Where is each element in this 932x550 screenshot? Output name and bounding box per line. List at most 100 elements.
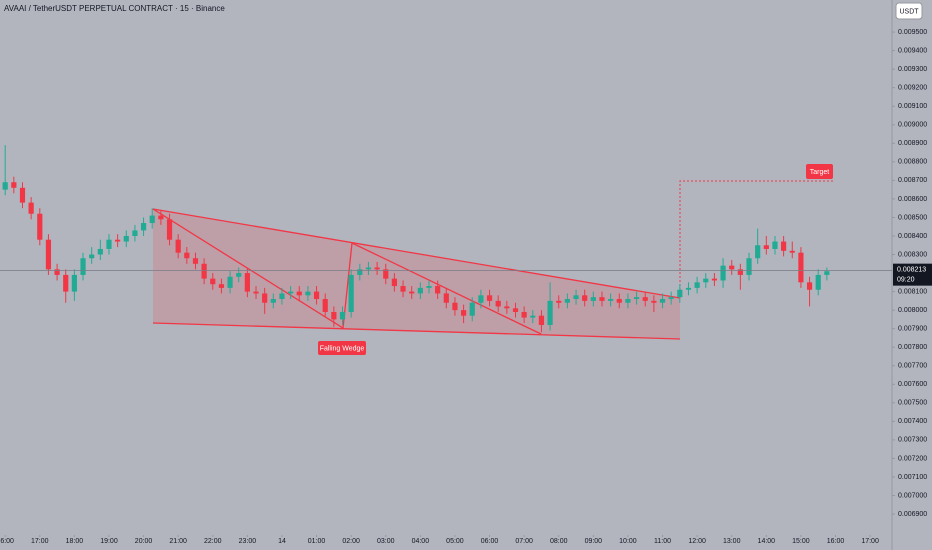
candle-body bbox=[210, 278, 216, 285]
x-tick-label: 22:00 bbox=[204, 538, 222, 545]
candles bbox=[2, 145, 830, 333]
candle-body bbox=[815, 274, 821, 290]
candle-body bbox=[400, 286, 406, 292]
candle-body bbox=[253, 291, 259, 294]
candle-body bbox=[478, 295, 484, 303]
currency-button[interactable] bbox=[895, 2, 923, 20]
candle-body bbox=[115, 239, 121, 242]
candle-body bbox=[642, 297, 648, 301]
candle-body bbox=[659, 299, 666, 303]
candle-body bbox=[789, 250, 795, 253]
candle-body bbox=[409, 291, 415, 294]
x-tick-label: 13:00 bbox=[723, 538, 741, 545]
chart-title: AVAAI / TetherUSDT PERPETUAL CONTRACT · … bbox=[4, 4, 225, 13]
y-tick-label: 0.009100 bbox=[898, 103, 927, 110]
y-tick-label: 0.007500 bbox=[898, 400, 927, 407]
x-tick-label: 07:00 bbox=[515, 538, 533, 545]
x-tick-label: 03:00 bbox=[377, 538, 395, 545]
candle-body bbox=[677, 289, 683, 298]
candle-body bbox=[616, 299, 622, 303]
candle-body bbox=[443, 293, 449, 303]
y-tick-label: 0.007300 bbox=[898, 437, 927, 444]
y-tick-label: 0.006900 bbox=[898, 511, 927, 518]
x-tick-label: 17:00 bbox=[31, 538, 49, 545]
candle-body bbox=[582, 295, 588, 301]
y-tick-label: 0.008000 bbox=[898, 307, 927, 314]
candle-body bbox=[106, 239, 112, 249]
candle-body bbox=[651, 300, 657, 303]
candle-body bbox=[54, 269, 60, 275]
y-tick-label: 0.009500 bbox=[898, 29, 927, 36]
x-tick-label: 18:00 bbox=[66, 538, 84, 545]
candle-body bbox=[547, 300, 553, 325]
candle-body bbox=[469, 302, 475, 316]
candle-body bbox=[608, 299, 614, 301]
candle-body bbox=[288, 291, 294, 294]
candle-body bbox=[737, 269, 743, 275]
target-label: Target bbox=[810, 169, 830, 176]
y-tick-label: 0.007200 bbox=[898, 455, 927, 462]
x-tick-label: 16:00 bbox=[827, 538, 845, 545]
upper-trendline bbox=[152, 208, 681, 299]
pattern-label: Falling Wedge bbox=[320, 345, 365, 352]
candle-body bbox=[45, 239, 52, 270]
target-label-box bbox=[806, 164, 833, 179]
candle-body bbox=[530, 315, 536, 318]
candle-body bbox=[123, 235, 129, 242]
candle-body bbox=[711, 278, 718, 281]
y-tick-label: 0.008300 bbox=[898, 251, 927, 258]
y-tick-label: 0.008800 bbox=[898, 159, 927, 166]
candle-body bbox=[365, 267, 372, 270]
y-tick-label: 0.009200 bbox=[898, 85, 927, 92]
candle-body bbox=[806, 282, 813, 290]
currency-label[interactable]: USDT bbox=[899, 8, 919, 15]
x-tick-label: 09:00 bbox=[585, 538, 603, 545]
candle-body bbox=[391, 278, 398, 287]
candle-body bbox=[2, 182, 8, 190]
x-tick-label: 05:00 bbox=[446, 538, 464, 545]
candle-body bbox=[89, 254, 95, 259]
candle-body bbox=[158, 215, 164, 220]
candle-body bbox=[824, 271, 830, 275]
candle-body bbox=[244, 273, 250, 292]
y-tick-label: 0.007100 bbox=[898, 474, 927, 481]
candle-body bbox=[383, 269, 389, 279]
candle-body bbox=[460, 310, 467, 316]
last-price-label: 0.008213 bbox=[897, 266, 926, 273]
candle-body bbox=[495, 300, 501, 307]
y-tick-label: 0.008700 bbox=[898, 177, 927, 184]
x-tick-label: 23:00 bbox=[239, 538, 257, 545]
x-tick-label: 06:00 bbox=[481, 538, 499, 545]
y-tick-label: 0.007800 bbox=[898, 344, 927, 351]
candle-body bbox=[521, 311, 527, 318]
x-tick-label: 19:00 bbox=[100, 538, 118, 545]
y-tick-label: 0.009300 bbox=[898, 66, 927, 73]
candle-body bbox=[729, 265, 735, 270]
candle-body bbox=[755, 245, 761, 259]
candle-body bbox=[564, 299, 570, 303]
x-tick-label: 20:00 bbox=[135, 538, 153, 545]
candle-body bbox=[633, 297, 640, 300]
falling-wedge: Falling Wedge Target bbox=[152, 164, 833, 355]
candle-body bbox=[720, 265, 726, 281]
x-tick-label: 12:00 bbox=[688, 538, 706, 545]
candle-body bbox=[703, 278, 709, 283]
candle-body bbox=[175, 239, 181, 253]
candle-body bbox=[270, 299, 276, 303]
y-tick-label: 0.007900 bbox=[898, 326, 927, 333]
candle-body bbox=[452, 302, 458, 311]
target-path bbox=[679, 180, 833, 298]
candle-body bbox=[313, 291, 320, 300]
candle-body bbox=[236, 273, 242, 277]
lower-trendline bbox=[152, 322, 681, 340]
candle-body bbox=[192, 258, 199, 264]
candle-body bbox=[184, 252, 190, 259]
candle-body bbox=[746, 258, 752, 275]
candle-body bbox=[227, 276, 233, 288]
candle-body bbox=[590, 297, 596, 301]
candle-body bbox=[512, 308, 519, 312]
candle-body bbox=[374, 267, 380, 270]
candle-body bbox=[322, 299, 328, 312]
y-tick-label: 0.007400 bbox=[898, 418, 927, 425]
